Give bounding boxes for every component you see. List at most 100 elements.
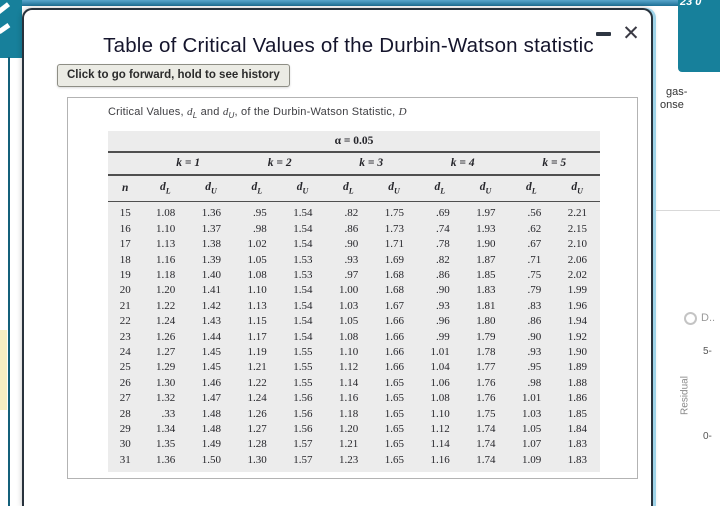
critical-value: .96	[435, 315, 450, 328]
app-header-partial-text: 23 0	[680, 0, 702, 8]
critical-value: 2.15	[567, 222, 587, 235]
table-row: 24 1.27 1.45 1.19 1.55 1.10 1.66 1.01 1.78 .93 1.9…	[108, 345, 600, 360]
critical-value: 1.90	[567, 345, 587, 358]
critical-value: 1.08	[247, 268, 267, 281]
d-header: dU	[388, 181, 400, 196]
critical-value: 1.23	[338, 453, 359, 466]
durbin-watson-dialog: Table of Critical Values of the Durbin-W…	[22, 8, 653, 506]
n-value: 27	[119, 392, 131, 405]
critical-value: 1.68	[384, 284, 404, 297]
critical-values-table: α = 0.05 k = 1 k = 2 k = 3 k = 4 k = 5 n dL d…	[108, 131, 600, 473]
critical-value: .97	[344, 268, 359, 281]
critical-value: 1.83	[567, 438, 587, 451]
critical-value: .98	[527, 376, 542, 389]
critical-value: 1.77	[476, 361, 496, 374]
background-text: gas-	[666, 86, 688, 98]
critical-value: 1.66	[384, 361, 404, 374]
critical-value: 1.90	[476, 238, 496, 251]
critical-value: .67	[527, 238, 542, 251]
critical-value: .95	[527, 361, 542, 374]
app-header-band	[0, 0, 720, 6]
critical-value: 1.17	[247, 330, 267, 343]
table-row: 30 1.35 1.49 1.28 1.57 1.21 1.65 1.14 1.74 1.07 1.…	[108, 437, 600, 452]
d-header: dL	[434, 181, 446, 196]
k-header-row: k = 1 k = 2 k = 3 k = 4 k = 5	[108, 153, 600, 174]
critical-value: 1.10	[338, 345, 359, 358]
critical-value: .33	[161, 407, 176, 420]
critical-value: 1.66	[384, 315, 404, 328]
n-value: 29	[119, 422, 131, 435]
critical-value: .79	[527, 284, 542, 297]
critical-value: 1.02	[247, 238, 267, 251]
critical-value: 1.73	[384, 222, 404, 235]
critical-value: .99	[435, 330, 450, 343]
critical-value: 1.55	[293, 345, 313, 358]
critical-value: .90	[435, 284, 450, 297]
critical-value: 1.10	[155, 222, 176, 235]
critical-value: 1.34	[155, 422, 176, 435]
critical-value: 1.80	[476, 315, 496, 328]
critical-value: 1.21	[247, 361, 267, 374]
critical-value: 1.40	[201, 268, 221, 281]
critical-value: 1.36	[201, 207, 221, 220]
d-header: dL	[525, 181, 537, 196]
critical-value: 1.50	[201, 453, 221, 466]
critical-value: 1.71	[384, 238, 404, 251]
critical-value: .71	[527, 253, 542, 266]
app-logo-mark	[0, 2, 11, 15]
critical-value: 2.06	[567, 253, 587, 266]
critical-value: 1.65	[384, 438, 404, 451]
critical-value: .86	[435, 268, 450, 281]
n-value: 26	[119, 376, 131, 389]
critical-value: 1.53	[293, 268, 313, 281]
critical-value: 1.45	[201, 361, 221, 374]
critical-value: 1.16	[338, 392, 359, 405]
critical-value: 1.24	[247, 392, 267, 405]
critical-value: 1.54	[293, 315, 313, 328]
n-value: 15	[119, 207, 131, 220]
critical-value: 1.04	[430, 361, 450, 374]
critical-value: 1.08	[430, 392, 450, 405]
table-row: 17 1.13 1.38 1.02 1.54 .90 1.71 .78 1.90 .67 2.10	[108, 237, 600, 252]
table-row: 18 1.16 1.39 1.05 1.53 .93 1.69 .82 1.87 .71 2.06	[108, 253, 600, 268]
critical-value: 2.21	[567, 207, 587, 220]
critical-value: 1.89	[567, 361, 587, 374]
background-text: onse	[660, 99, 684, 111]
critical-value: 1.47	[201, 392, 221, 405]
n-value: 16	[119, 222, 131, 235]
critical-value: 1.79	[476, 330, 496, 343]
critical-value: 1.38	[201, 238, 221, 251]
critical-value: 1.49	[201, 438, 221, 451]
critical-value: 1.93	[476, 222, 496, 235]
critical-value: 1.46	[201, 376, 221, 389]
critical-value: 1.65	[384, 392, 404, 405]
critical-value: 1.96	[567, 299, 587, 312]
close-icon[interactable]: ✕	[622, 22, 640, 45]
critical-value: 1.92	[567, 330, 587, 343]
critical-value: 1.86	[567, 392, 587, 405]
critical-value: 1.01	[430, 345, 450, 358]
app-header-left	[0, 0, 22, 58]
minimize-icon[interactable]	[596, 32, 611, 36]
k-header: k = 5	[542, 157, 567, 169]
background-content-panel: gas- onse D.. 5- Residual 0-	[656, 72, 720, 506]
critical-value: 1.78	[476, 345, 496, 358]
critical-value: 1.74	[476, 438, 496, 451]
critical-value: 1.65	[384, 422, 404, 435]
critical-value: 1.03	[338, 299, 359, 312]
critical-value: .82	[435, 253, 450, 266]
critical-value: .98	[252, 222, 267, 235]
critical-value: .90	[344, 238, 359, 251]
n-value: 23	[119, 330, 131, 343]
critical-value: 1.08	[155, 207, 176, 220]
critical-value: .83	[527, 299, 542, 312]
critical-value: 1.44	[201, 330, 221, 343]
critical-value: 1.05	[521, 422, 542, 435]
table-row: 16 1.10 1.37 .98 1.54 .86 1.73 .74 1.93 .62 2.15	[108, 222, 600, 237]
critical-value: 1.08	[338, 330, 359, 343]
critical-value: 1.12	[430, 422, 450, 435]
critical-value: 1.27	[155, 345, 176, 358]
critical-value: 1.55	[293, 376, 313, 389]
axis-tick-label: 5-	[703, 346, 712, 357]
critical-value: .86	[344, 222, 359, 235]
